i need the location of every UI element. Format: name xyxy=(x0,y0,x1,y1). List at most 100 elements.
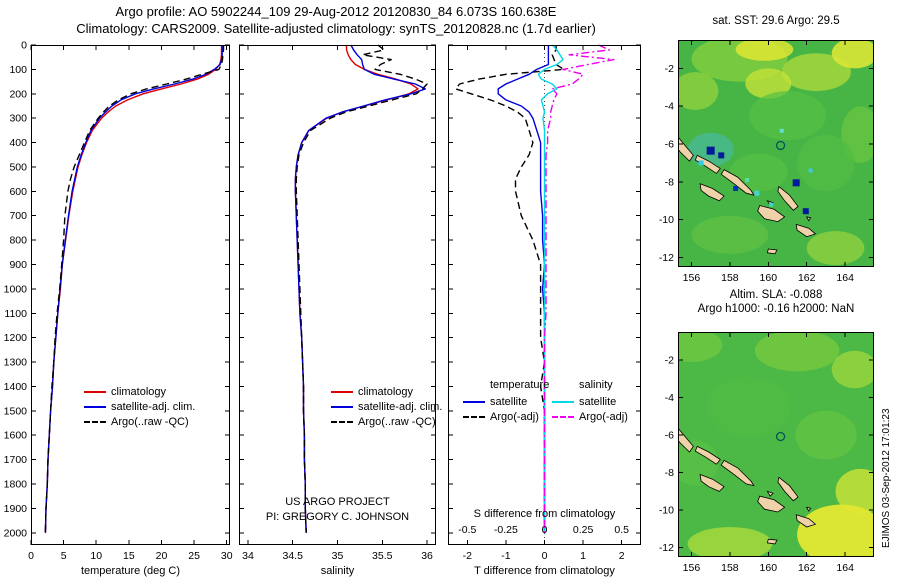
sla-map-title-line2: Argo h1000: -0.16 h2000: NaN xyxy=(697,303,855,315)
field-patch xyxy=(687,527,773,557)
axis-frame xyxy=(31,45,230,545)
y-tick-label: -4 xyxy=(665,101,674,113)
legend-line-sample xyxy=(552,400,574,403)
y-tick-label: -12 xyxy=(659,252,674,264)
field-patch xyxy=(729,153,788,192)
x-tick-label: 162 xyxy=(798,272,816,284)
legend-line-sample xyxy=(331,420,353,423)
series-s-argo-adj- xyxy=(543,44,615,533)
figure-title-line1: Argo profile: AO 5902244_109 29-Aug-2012… xyxy=(115,4,557,19)
y-tick-label: 1700 xyxy=(4,454,28,466)
y-tick-label: 800 xyxy=(9,235,27,247)
field-patch xyxy=(691,215,769,254)
x-tick-label: 1 xyxy=(580,550,586,562)
y-tick-label: -6 xyxy=(665,430,674,442)
x-tick-label: 2 xyxy=(619,550,625,562)
legend-difference-salinity-column: salinity satellite Argo(-adj) xyxy=(552,379,628,424)
x-axis-label: salinity xyxy=(321,565,355,577)
island-shape xyxy=(795,514,817,528)
x-tick-label: 160 xyxy=(760,562,778,574)
legend-item: Argo(-adj) xyxy=(552,409,628,424)
field-patch xyxy=(797,504,874,557)
island-shape xyxy=(720,459,755,487)
legend-temperature-panel: climatology satellite-adj. clim. Argo(..ra… xyxy=(84,384,195,429)
y-tick-label: -10 xyxy=(659,505,674,517)
x-tick-label: 35 xyxy=(332,550,344,562)
legend-line-sample xyxy=(84,405,106,408)
x-axis-label: T difference from climatology xyxy=(474,565,615,577)
data-pixel-marker xyxy=(802,208,809,215)
y-tick-label: 1000 xyxy=(4,283,28,295)
legend-line-sample xyxy=(552,415,574,418)
series-satellite-adj-clim- xyxy=(294,44,426,533)
sst-map-raster xyxy=(678,40,874,267)
x-tick-label: -1 xyxy=(501,550,510,562)
island-shape xyxy=(766,490,774,497)
y-tick-label: 1600 xyxy=(4,430,28,442)
legend-label: satellite xyxy=(490,395,528,408)
legend-item: Argo(..raw -QC) xyxy=(331,414,442,429)
field-patch xyxy=(735,40,794,61)
argo-location-marker xyxy=(775,431,786,442)
legend-item: satellite xyxy=(463,394,549,409)
y-tick-label: -6 xyxy=(665,139,674,151)
legend-label: satellite xyxy=(579,395,617,408)
data-pixel-marker xyxy=(718,152,725,159)
x-tick-label: 0 xyxy=(28,550,34,562)
x-tick-label: -2 xyxy=(463,550,472,562)
y-tick-label: 700 xyxy=(9,210,27,222)
inner-axis-tick-label: 0.5 xyxy=(614,524,629,536)
x-tick-label: 20 xyxy=(156,550,168,562)
x-tick-label: 5 xyxy=(61,550,67,562)
axis-frame xyxy=(678,40,874,267)
x-tick-label: 158 xyxy=(721,272,739,284)
x-tick-label: 35.5 xyxy=(372,550,393,562)
y-tick-label: 1300 xyxy=(4,357,28,369)
y-tick-label: -8 xyxy=(665,467,674,479)
island-shape xyxy=(805,506,812,512)
y-tick-label: 1200 xyxy=(4,332,28,344)
sst-map-title: sat. SST: 29.6 Argo: 29.5 xyxy=(712,15,840,27)
x-tick-label: 158 xyxy=(721,562,739,574)
y-tick-label: -12 xyxy=(659,542,674,554)
inner-axis-tick-label: 0 xyxy=(542,524,548,536)
field-patch xyxy=(831,40,874,69)
x-tick-label: 164 xyxy=(836,562,854,574)
sla-map: 156 158 160 162 164 -2 -4 -6 -8 -10 -12 xyxy=(659,332,874,574)
x-tick-label: 15 xyxy=(123,550,135,562)
difference-profile: -2 -1 0 1 2 T difference from climatology S di… xyxy=(448,44,641,577)
legend-line-sample xyxy=(331,405,353,408)
island-shape xyxy=(777,185,799,211)
field-patch xyxy=(797,134,855,192)
legend-item: Argo(..raw -QC) xyxy=(84,414,195,429)
legend-line-sample xyxy=(331,390,353,393)
island-shape xyxy=(694,154,721,174)
x-axis-label: temperature (deg C) xyxy=(81,565,180,577)
sla-map-raster xyxy=(678,332,874,557)
field-patch xyxy=(745,68,792,99)
data-pixel-marker xyxy=(792,179,800,187)
series-t-argo-adj- xyxy=(455,45,565,533)
y-tick-label: 500 xyxy=(9,161,27,173)
legend-item: Argo(-adj) xyxy=(463,409,549,424)
field-patch xyxy=(831,350,874,389)
y-tick-label: 600 xyxy=(9,186,27,198)
field-patch xyxy=(678,332,723,362)
field-patch xyxy=(781,53,851,92)
axis-frame xyxy=(678,332,874,557)
y-tick-label: 300 xyxy=(9,113,27,125)
inner-axis-label: S difference from climatology xyxy=(474,508,616,520)
legend-label: satellite-adj. clim. xyxy=(111,400,196,413)
field-patch xyxy=(835,468,874,514)
y-tick-label: 1900 xyxy=(4,503,28,515)
legend-item: satellite-adj. clim. xyxy=(331,399,442,414)
y-tick-label: 900 xyxy=(9,259,27,271)
data-pixel-marker xyxy=(745,177,750,182)
y-tick-label: 1500 xyxy=(4,405,28,417)
legend-label: satellite-adj. clim. xyxy=(358,400,443,413)
legend-label: Argo(..raw -QC) xyxy=(111,415,189,428)
x-tick-label: 36 xyxy=(421,550,433,562)
field-patch xyxy=(754,332,840,372)
